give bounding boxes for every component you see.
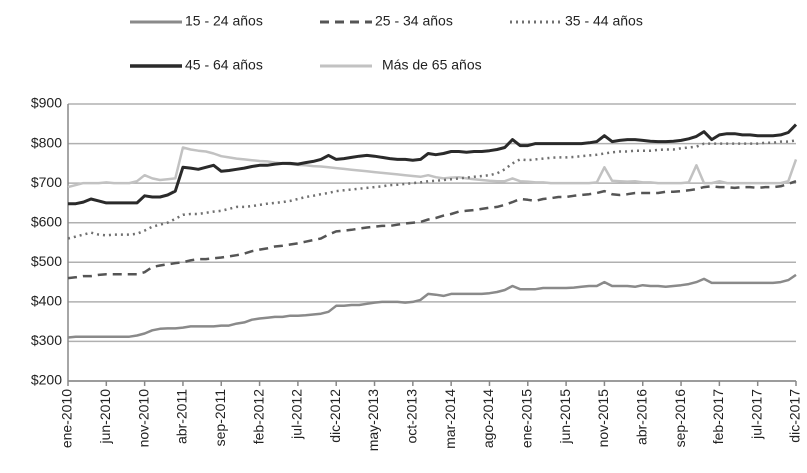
y-tick-label: $700	[31, 174, 62, 190]
x-tick-label: sep-2011	[212, 389, 228, 447]
series-line	[67, 139, 797, 240]
legend-label: 35 - 44 años	[565, 13, 643, 29]
y-tick-label: $900	[31, 95, 62, 111]
y-tick-label: $200	[31, 372, 62, 388]
x-tick-label: jul-2012	[289, 389, 305, 440]
x-tick-label: may-2013	[365, 389, 381, 451]
series-line	[67, 273, 797, 339]
x-tick-label: dic-2017	[787, 389, 803, 443]
x-tick-label: sep-2016	[672, 389, 688, 448]
x-tick-label: ene-2015	[518, 389, 534, 448]
series-line	[68, 123, 798, 206]
x-tick-label: nov-2010	[135, 389, 151, 448]
x-tick-label: nov-2015	[595, 389, 611, 448]
x-tick-label: feb-2012	[250, 389, 266, 444]
x-tick-label: abr-2011	[174, 389, 190, 444]
legend-label: 25 - 34 años	[375, 13, 453, 29]
series-line	[67, 146, 798, 189]
legend-label: 45 - 64 años	[185, 57, 263, 73]
y-tick-label: $800	[31, 134, 62, 150]
x-tick-label: ene-2010	[59, 389, 75, 448]
x-tick-label: jul-2017	[748, 389, 764, 440]
x-tick-label: mar-2014	[442, 389, 458, 449]
x-tick-label: abr-2016	[633, 389, 649, 445]
x-tick-label: ago-2014	[480, 389, 496, 448]
y-tick-label: $400	[31, 293, 62, 309]
x-tick-label: dic-2012	[327, 389, 343, 443]
legend-label: 15 - 24 años	[185, 13, 263, 29]
y-tick-label: $500	[31, 253, 62, 269]
y-tick-label: $600	[31, 213, 62, 229]
x-tick-label: jun-2015	[557, 389, 573, 445]
x-tick-label: oct-2013	[404, 389, 420, 444]
legend-label: Más de 65 años	[382, 57, 482, 73]
y-tick-label: $300	[31, 332, 62, 348]
series-line	[67, 180, 797, 280]
x-tick-label: feb-2017	[710, 389, 726, 444]
x-tick-label: jun-2010	[97, 389, 113, 445]
